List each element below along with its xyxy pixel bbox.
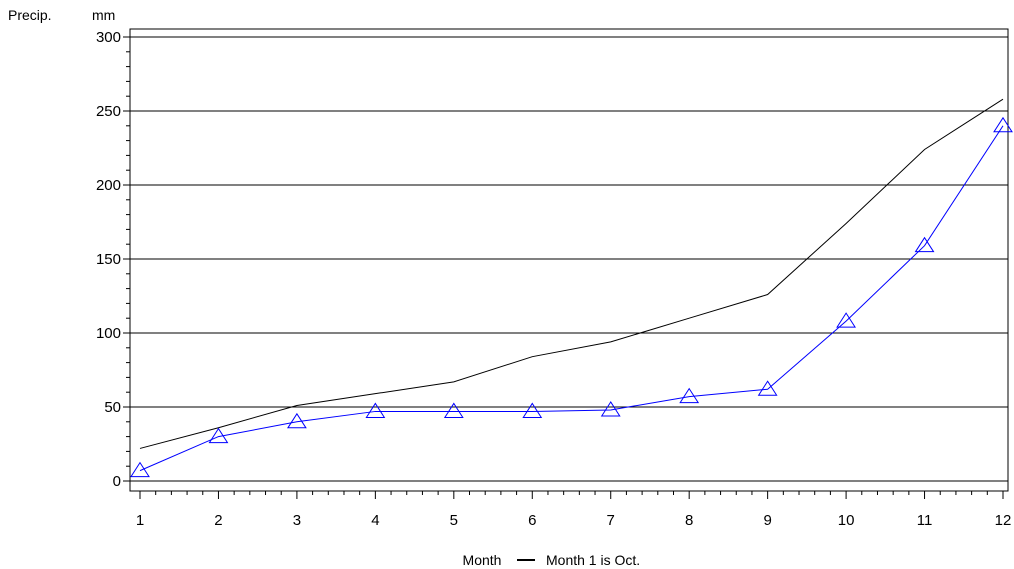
series-2-point (130, 461, 150, 478)
series-layer (130, 98, 1013, 478)
y-axis-label: Precip. (8, 7, 52, 23)
series-2-point (600, 401, 621, 417)
plot-area-frame (129, 28, 1009, 492)
y-tick-label: 300 (96, 29, 121, 46)
y-tick-label: 200 (96, 177, 121, 194)
y-tick-label: 0 (113, 473, 121, 490)
series-2-point (836, 312, 857, 328)
x-tick-label: 2 (214, 512, 222, 529)
series-2-line (139, 125, 1004, 472)
x-tick-label: 4 (371, 512, 379, 529)
x-tick-label: 10 (838, 512, 855, 529)
x-axis-note: Month 1 is Oct. (546, 552, 640, 568)
y-tick-label: 100 (96, 325, 121, 342)
series-2-point (993, 116, 1013, 133)
y-axis: 0 50 100 150 200 250 300 (96, 29, 130, 490)
x-tick-label: 5 (450, 512, 458, 529)
series-2-point (914, 236, 935, 253)
x-tick-label: 6 (528, 512, 536, 529)
series-2-point (679, 387, 700, 404)
x-tick-label: 8 (685, 512, 693, 529)
series-1-line (139, 98, 1004, 449)
y-axis-unit: mm (92, 7, 115, 23)
series-2-point (286, 412, 307, 429)
x-axis: 1 2 3 4 5 6 7 8 9 10 11 12 (136, 491, 1012, 529)
x-axis-label: Month (463, 552, 502, 568)
series-2-point (522, 402, 543, 418)
y-tick-label: 50 (104, 399, 121, 416)
x-tick-label: 1 (136, 512, 144, 529)
x-tick-label: 3 (293, 512, 301, 529)
x-tick-label: 12 (995, 512, 1012, 529)
series-2-point (365, 402, 386, 418)
x-tick-label: 11 (917, 512, 933, 529)
series-2-point (208, 427, 229, 444)
series-2-point (443, 402, 464, 418)
series-2-point (757, 380, 778, 396)
y-tick-label: 250 (96, 103, 121, 120)
grid-lines (130, 36, 1008, 482)
y-tick-label: 150 (96, 251, 121, 268)
x-tick-label: 7 (607, 512, 615, 529)
x-tick-label: 9 (763, 512, 771, 529)
